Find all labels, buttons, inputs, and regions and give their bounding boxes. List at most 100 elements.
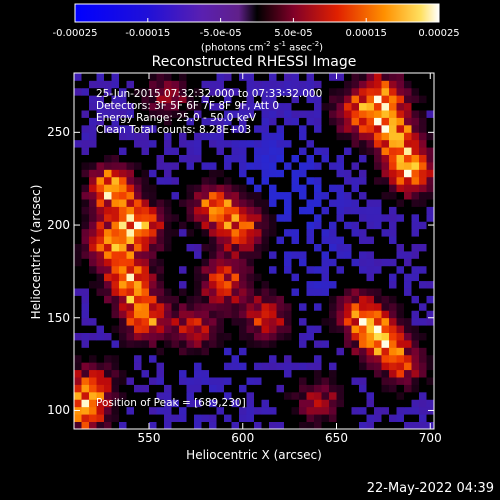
heatmap-cell bbox=[254, 124, 262, 133]
heatmap-cell bbox=[426, 124, 434, 133]
heatmap-cell bbox=[254, 273, 262, 282]
heatmap-cell bbox=[231, 421, 240, 429]
heatmap-cell bbox=[201, 340, 210, 348]
heatmap-cell bbox=[126, 377, 135, 385]
heatmap-cell bbox=[164, 317, 172, 326]
heatmap-cell bbox=[156, 124, 165, 133]
heatmap-cell bbox=[276, 102, 285, 111]
heatmap-cell bbox=[261, 132, 270, 141]
heatmap-cell bbox=[396, 191, 405, 200]
heatmap-cell bbox=[254, 369, 262, 378]
heatmap-cell bbox=[269, 176, 277, 185]
heatmap-cell bbox=[216, 391, 225, 400]
heatmap-cell bbox=[299, 406, 307, 415]
heatmap-cell bbox=[359, 132, 367, 141]
heatmap-cell bbox=[81, 399, 90, 408]
heatmap-cell bbox=[299, 414, 307, 422]
heatmap-cell bbox=[374, 110, 382, 118]
heatmap-cell bbox=[246, 117, 255, 126]
heatmap-cell bbox=[216, 87, 225, 96]
heatmap-cell bbox=[269, 369, 277, 378]
heatmap-cell bbox=[419, 340, 427, 348]
heatmap-cell bbox=[291, 243, 300, 252]
plot-date: 22-May-2022 04:39 bbox=[366, 481, 494, 496]
heatmap-cell bbox=[171, 176, 180, 185]
heatmap-cell bbox=[216, 399, 225, 408]
heatmap-cell bbox=[96, 354, 105, 363]
heatmap-cell bbox=[411, 80, 420, 89]
heatmap-cell bbox=[321, 362, 330, 371]
heatmap-cell bbox=[426, 251, 434, 259]
heatmap-cell bbox=[366, 206, 375, 215]
heatmap-cell bbox=[389, 406, 397, 415]
heatmap-cell bbox=[426, 347, 434, 356]
heatmap-cell bbox=[276, 206, 285, 215]
heatmap-cell bbox=[141, 80, 150, 89]
heatmap-cell bbox=[134, 154, 142, 163]
heatmap-cell bbox=[329, 206, 337, 215]
heatmap-cell bbox=[126, 124, 135, 133]
heatmap-cell bbox=[366, 406, 375, 415]
heatmap-cell bbox=[126, 288, 135, 296]
heatmap-cell bbox=[426, 377, 434, 385]
heatmap-cell bbox=[291, 191, 300, 200]
heatmap-cell bbox=[149, 288, 157, 296]
heatmap-cell bbox=[96, 384, 105, 393]
heatmap-cell bbox=[96, 243, 105, 252]
heatmap-cell bbox=[336, 391, 345, 400]
heatmap-cell bbox=[321, 325, 330, 333]
heatmap-cell bbox=[411, 206, 420, 215]
heatmap-cell bbox=[171, 132, 180, 141]
heatmap-cell bbox=[111, 206, 120, 215]
heatmap-cell bbox=[344, 110, 352, 118]
heatmap-cell bbox=[141, 184, 150, 193]
heatmap-cell bbox=[404, 124, 412, 133]
heatmap-cell bbox=[299, 384, 307, 393]
heatmap-cell bbox=[209, 102, 217, 111]
heatmap-cell bbox=[141, 124, 150, 133]
heatmap-cell bbox=[209, 228, 217, 237]
heatmap-cell bbox=[374, 317, 382, 326]
heatmap-cell bbox=[396, 154, 405, 163]
heatmap-cell bbox=[209, 377, 217, 385]
heatmap-cell bbox=[359, 369, 367, 378]
heatmap-cell bbox=[96, 332, 105, 341]
heatmap-cell bbox=[261, 414, 270, 422]
heatmap-cell bbox=[396, 206, 405, 215]
heatmap-cell bbox=[89, 169, 97, 178]
heatmap-cell bbox=[321, 80, 330, 89]
heatmap-cell bbox=[171, 354, 180, 363]
heatmap-cell bbox=[134, 184, 142, 193]
heatmap-cell bbox=[126, 87, 135, 96]
heatmap-cell bbox=[149, 377, 157, 385]
heatmap-cell bbox=[126, 95, 135, 104]
heatmap-cell bbox=[359, 228, 367, 237]
heatmap-cell bbox=[119, 265, 127, 274]
heatmap-cell bbox=[344, 369, 352, 378]
heatmap-cell bbox=[269, 243, 277, 252]
heatmap-cell bbox=[134, 265, 142, 274]
heatmap-cell bbox=[336, 87, 345, 96]
heatmap-cell bbox=[426, 340, 434, 348]
heatmap-cell bbox=[321, 139, 330, 148]
heatmap-cell bbox=[164, 176, 172, 185]
heatmap-cell bbox=[194, 191, 202, 200]
heatmap-cell bbox=[104, 110, 112, 118]
heatmap-cell bbox=[419, 228, 427, 237]
heatmap-cell bbox=[389, 169, 397, 178]
heatmap-cell bbox=[74, 169, 82, 178]
heatmap-cell bbox=[74, 73, 82, 81]
heatmap-cell bbox=[216, 162, 225, 170]
heatmap-cell bbox=[419, 302, 427, 311]
heatmap-cell bbox=[321, 317, 330, 326]
heatmap-cell bbox=[186, 384, 195, 393]
heatmap-cell bbox=[261, 399, 270, 408]
heatmap-cell bbox=[224, 340, 232, 348]
heatmap-cell bbox=[396, 340, 405, 348]
heatmap-cell bbox=[246, 384, 255, 393]
heatmap-cell bbox=[119, 258, 127, 267]
heatmap-cell bbox=[171, 251, 180, 259]
heatmap-cell bbox=[314, 414, 322, 422]
heatmap-cell bbox=[231, 162, 240, 170]
